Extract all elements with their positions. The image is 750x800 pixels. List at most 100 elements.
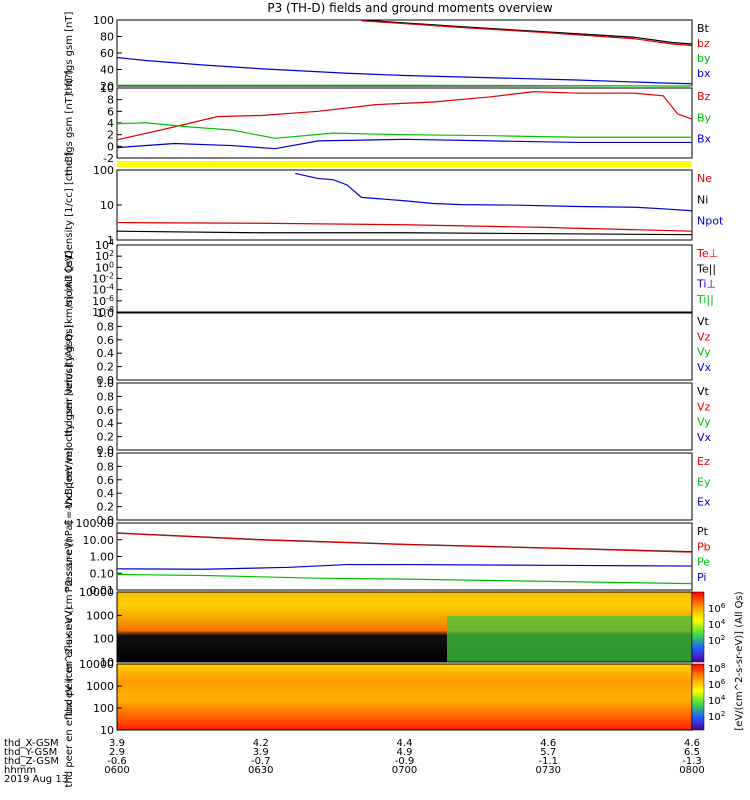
- panel-frame: [116, 244, 693, 313]
- y-tick-label: 1.00: [90, 551, 115, 564]
- spectrogram-fill: [117, 664, 692, 730]
- y-tick-label: 2: [107, 129, 114, 142]
- legend-vt: Vt: [697, 315, 710, 328]
- bottom-row-label: hhmm: [4, 765, 36, 776]
- y-tick-label: 0.0: [97, 444, 115, 457]
- bottom-x-value: 4.6: [684, 738, 700, 749]
- figure-title: P3 (TH-D) fields and ground moments over…: [267, 1, 552, 15]
- panel-1: 100 80 60 40 20 thd fgs gsm [nT] Bt bz by bx: [64, 12, 711, 95]
- bottom-y-value: 4.9: [397, 747, 413, 758]
- y-tick-label: 1000: [86, 680, 114, 693]
- legend-by: By: [697, 111, 712, 124]
- series-pe: [116, 573, 693, 585]
- panel-frame: [116, 382, 693, 451]
- y-axis-label: thd fgs gsm [nT] -f(?): [64, 70, 75, 176]
- y-tick-label: 8: [107, 94, 114, 107]
- bottom-x-value: 4.4: [397, 738, 413, 749]
- bottom-hhmm-value: 0730: [536, 765, 561, 776]
- series-bz: [116, 91, 693, 141]
- panel-frame: [116, 87, 693, 159]
- bottom-y-value: 3.9: [253, 747, 269, 758]
- series-ne: [116, 221, 693, 232]
- series-bz: [361, 20, 693, 47]
- bottom-y-value: 2.9: [109, 747, 125, 758]
- series-pb: [116, 532, 693, 553]
- legend-npot: Npot: [697, 215, 724, 228]
- legend-ne: Ne: [697, 172, 712, 185]
- colorbar-bottom: [691, 663, 705, 731]
- y-tick-label: 0.8: [97, 460, 115, 473]
- colorbar-bottom-tick: 104: [708, 693, 726, 707]
- y-tick-label: 100: [93, 164, 114, 177]
- y-tick-label: 0.6: [97, 474, 115, 487]
- panel-10: 10000 1000 100 10 thd peer en eflux eV (cm^2…: [64, 606, 693, 787]
- y-axis-label: thd peir velocity gsm [km/s] (All Qs): [64, 256, 75, 437]
- legend-te: Te||: [696, 262, 716, 275]
- y-tick-label: 0.10: [90, 567, 115, 580]
- bottom-z-value: -0.6: [107, 756, 127, 767]
- series-npot: [295, 172, 693, 212]
- y-tick-label: 60: [100, 47, 114, 60]
- y-tick-label: 0.4: [97, 487, 115, 500]
- colorbar-top-tick: 102: [708, 633, 725, 647]
- legend-vx: Vx: [697, 361, 712, 374]
- bottom-x-value: 3.9: [109, 738, 125, 749]
- series-pi: [116, 563, 693, 570]
- y-tick-label: 1.0: [97, 307, 115, 320]
- bottom-z-value: -0.9: [395, 756, 415, 767]
- y-tick-label: 0.2: [97, 431, 115, 444]
- y-axis-label: thd peer velocity gsm [km/s] (All Qs): [64, 324, 75, 508]
- bottom-z-value: -0.7: [251, 756, 271, 767]
- y-axis-label: thd peir en eflux eV (cm^2-s-sr-eV): [64, 538, 75, 716]
- bottom-row-label: 2019 Aug 13: [4, 774, 68, 785]
- y-tick-label: 0.0: [97, 374, 115, 387]
- y-tick-label: 100: [93, 633, 114, 646]
- y-tick-label: 1000: [86, 609, 114, 622]
- status-bar: [117, 161, 692, 167]
- legend-vx: Vx: [697, 431, 712, 444]
- legend-ez: Ez: [697, 455, 710, 468]
- bottom-x-value: 4.2: [253, 738, 269, 749]
- y-tick-label: 80: [100, 31, 114, 44]
- legend-pi: Pi: [697, 571, 706, 584]
- panel-frame: [116, 312, 693, 381]
- legend-te: Te⊥: [696, 247, 718, 260]
- legend-ey: Ey: [697, 475, 711, 488]
- panel-9: 10000 1000 100 10 thd peir en eflux eV (cm^2…: [64, 538, 693, 716]
- y-tick-label: 0: [107, 140, 114, 153]
- spectrogram-green-region: [447, 616, 692, 662]
- series-pt: [116, 532, 693, 553]
- colorbar-top-tick: 106: [708, 601, 726, 615]
- series-bx: [116, 56, 693, 85]
- legend-ti: Ti||: [696, 293, 714, 306]
- y-tick-label: -2: [103, 152, 114, 165]
- y-tick-label: 100.00: [76, 517, 115, 530]
- bottom-row-label: thd_X-GSM: [4, 738, 59, 749]
- y-axis-label: thd fgs gsm [nT]: [64, 12, 75, 95]
- bottom-hhmm-value: 0630: [248, 765, 273, 776]
- bottom-y-value: 6.5: [684, 747, 700, 758]
- bottom-hhmm-value: 0600: [104, 765, 129, 776]
- legend-vy: Vy: [697, 416, 711, 429]
- y-tick-label: 0.2: [97, 361, 115, 374]
- legend-vt: Vt: [697, 385, 710, 398]
- legend-bx: Bx: [697, 133, 712, 146]
- y-axis-label: mom3 [eV]: [64, 250, 75, 306]
- legend-pt: Pt: [697, 525, 709, 538]
- legend-bz: Bz: [697, 90, 711, 103]
- legend-ti: Ti⊥: [696, 278, 716, 291]
- y-tick-label: 1.0: [97, 377, 115, 390]
- y-tick-label: 0.0: [97, 514, 115, 527]
- panel-frame: [116, 522, 693, 591]
- y-axis-label: Pressure [nPa]: [64, 521, 75, 593]
- y-axis-label: Density [1/cc] [cm-3]: [64, 152, 75, 258]
- legend-pe: Pe: [697, 556, 710, 569]
- bottom-row-label: thd_Y-GSM: [4, 747, 57, 758]
- y-tick-label: 0.4: [97, 347, 115, 360]
